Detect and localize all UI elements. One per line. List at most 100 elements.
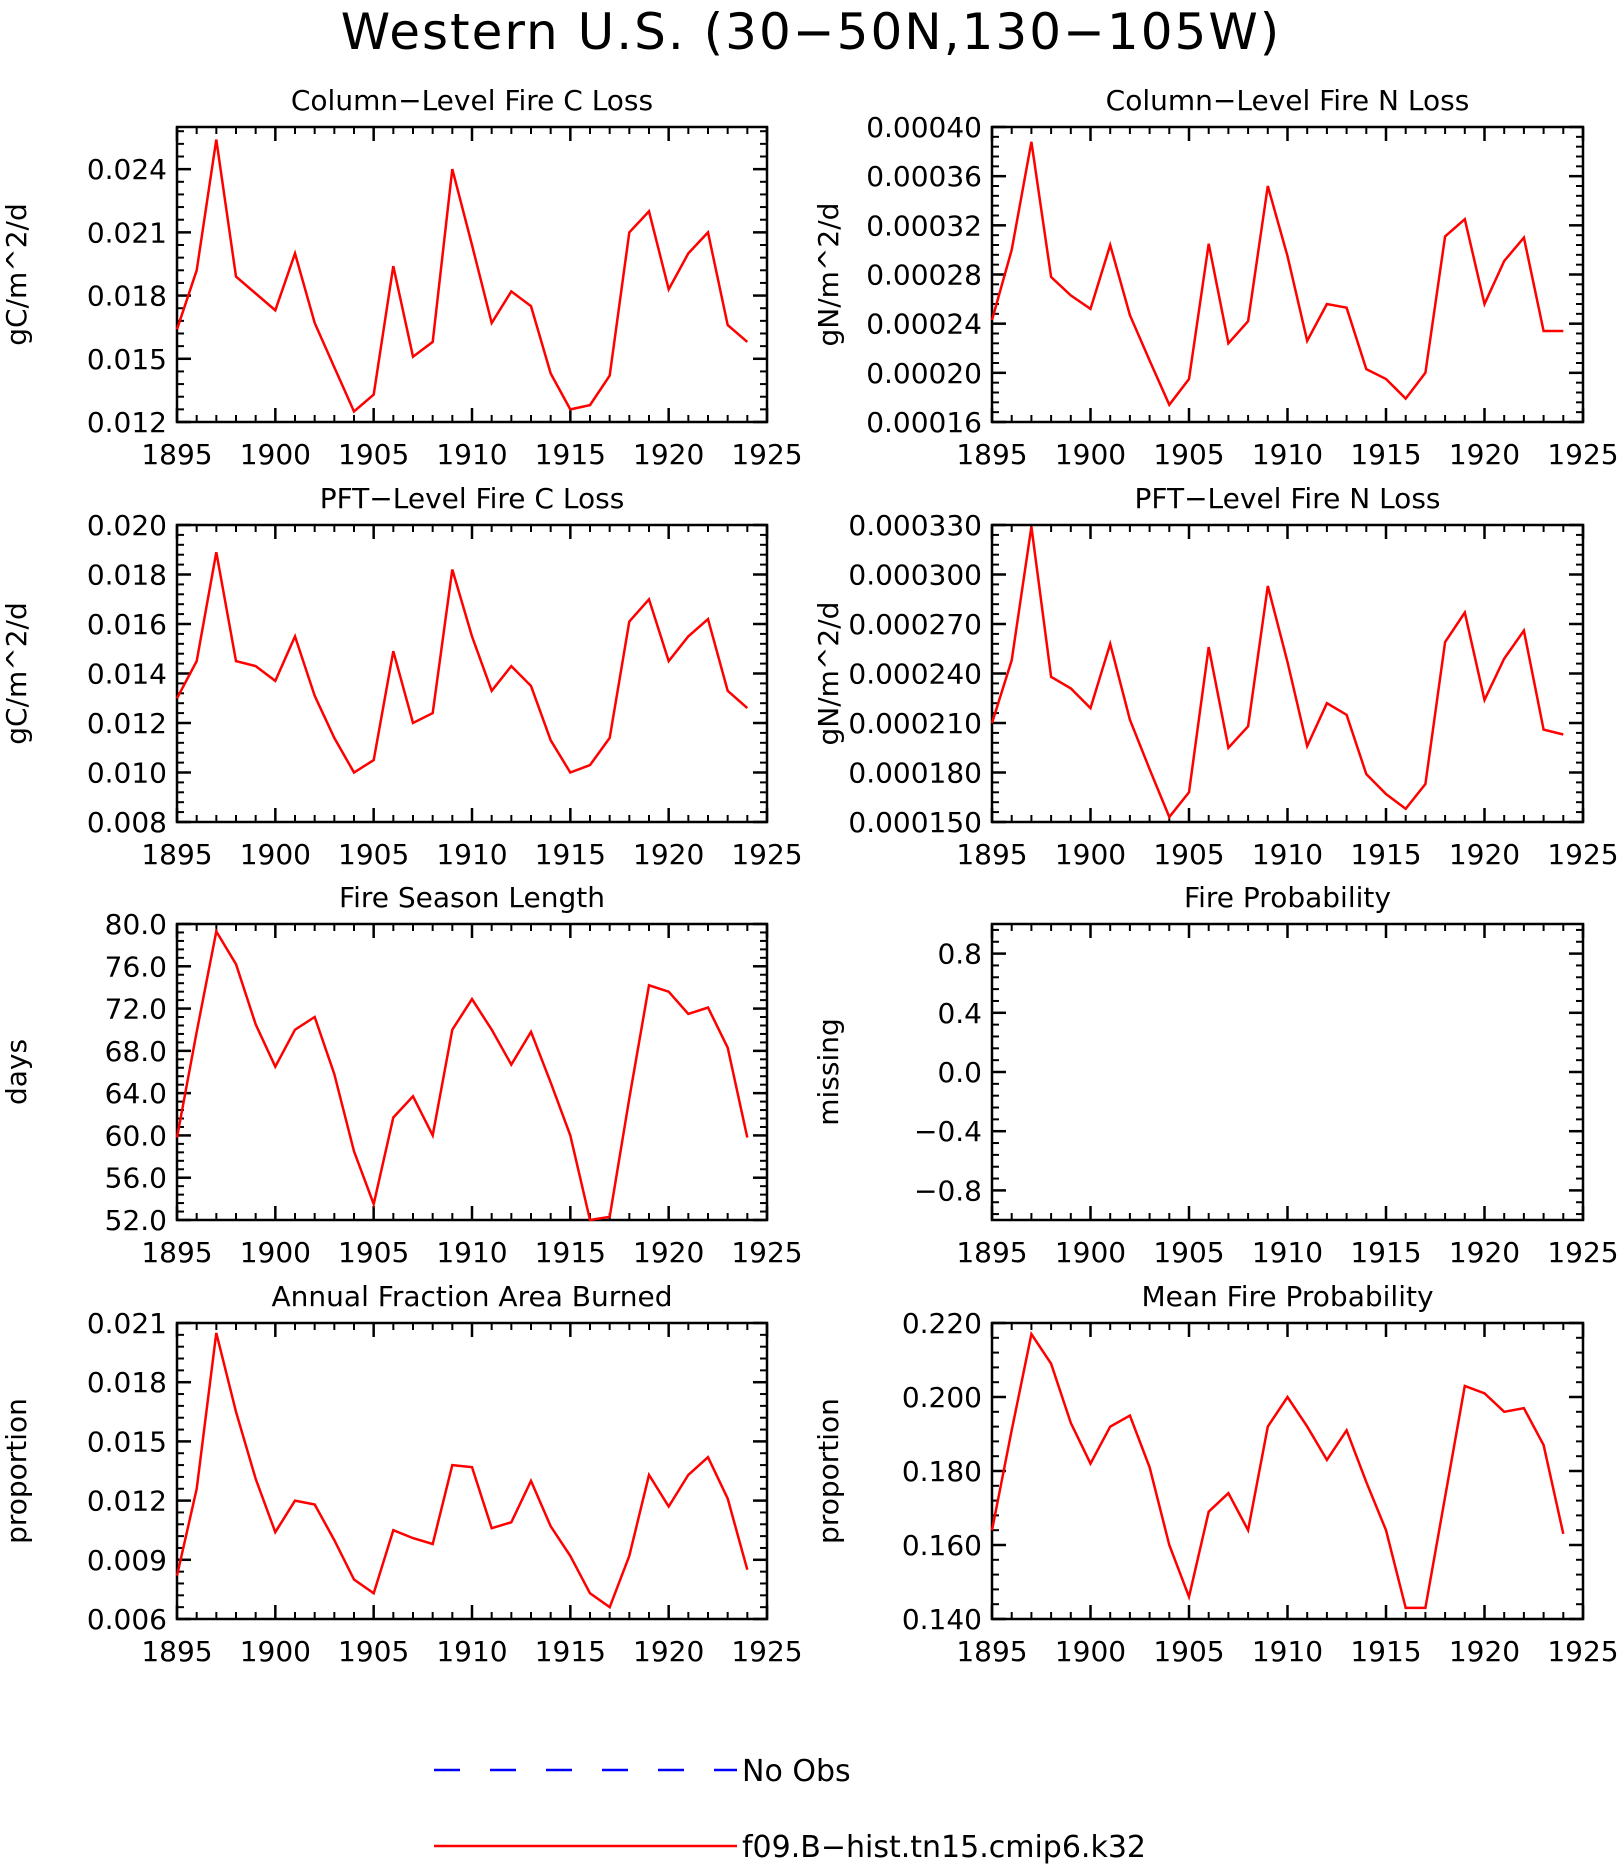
x-tick-label: 1925 bbox=[731, 1236, 802, 1269]
y-tick-label: 0.015 bbox=[87, 343, 167, 376]
y-axis-label: gC/m^2/d bbox=[0, 203, 33, 346]
x-tick-label: 1920 bbox=[633, 438, 704, 471]
y-axis-label: proportion bbox=[0, 1398, 33, 1544]
series-line bbox=[175, 1332, 749, 1610]
panel-title: PFT−Level Fire N Loss bbox=[1134, 482, 1440, 515]
y-tick-label: 0.016 bbox=[87, 608, 167, 641]
panel-title: Column−Level Fire N Loss bbox=[1106, 84, 1470, 117]
x-tick-label: 1895 bbox=[141, 1635, 212, 1668]
y-tick-label: 0.220 bbox=[902, 1307, 982, 1340]
x-tick-label: 1900 bbox=[1055, 1236, 1126, 1269]
x-tick-label: 1920 bbox=[1449, 1236, 1520, 1269]
x-tick-label: 1910 bbox=[436, 838, 507, 871]
y-axis-label: days bbox=[0, 1039, 33, 1105]
panel-fire-season-length: 1895 1900 1905 1910 1915 1920 1925 52.0 56.0 60.0… bbox=[0, 881, 803, 1269]
y-tick-label: 72.0 bbox=[105, 993, 167, 1026]
series-line bbox=[175, 927, 749, 1222]
y-tick-label: −0.8 bbox=[914, 1174, 982, 1207]
y-tick-label: 0.4 bbox=[937, 997, 982, 1030]
x-tick-label: 1895 bbox=[956, 1236, 1027, 1269]
y-tick-label: 0.00024 bbox=[866, 308, 982, 341]
y-tick-label: 0.009 bbox=[87, 1544, 167, 1577]
panel-title: PFT−Level Fire C Loss bbox=[320, 482, 625, 515]
y-tick-label: 0.000330 bbox=[848, 509, 982, 542]
x-tick-label: 1915 bbox=[535, 438, 606, 471]
x-tick-label: 1920 bbox=[633, 1236, 704, 1269]
plot-frame bbox=[990, 1321, 1585, 1621]
panel-column-level-fire-n-loss: 1895 1900 1905 1910 1915 1920 1925 0.00016 0.000… bbox=[812, 84, 1619, 471]
x-tick-label: 1925 bbox=[731, 438, 802, 471]
x-tick-label: 1920 bbox=[633, 838, 704, 871]
x-tick-label: 1895 bbox=[956, 1635, 1027, 1668]
x-tick-label: 1895 bbox=[956, 438, 1027, 471]
y-tick-label: 0.140 bbox=[902, 1603, 982, 1636]
x-tick-label: 1910 bbox=[1252, 438, 1323, 471]
legend-label-no-obs: No Obs bbox=[742, 1754, 851, 1789]
panel-annual-fraction-area-burned: 1895 1900 1905 1910 1915 1920 1925 0.006 0.009 0.… bbox=[0, 1280, 803, 1668]
y-tick-label: 0.021 bbox=[87, 1307, 167, 1340]
legend: No Obs f09.B−hist.tn15.cmip6.k32 bbox=[434, 1754, 1146, 1865]
panel-title: Annual Fraction Area Burned bbox=[272, 1280, 673, 1313]
y-tick-label: 0.00016 bbox=[866, 406, 982, 439]
y-tick-label: 68.0 bbox=[105, 1035, 167, 1068]
x-tick-label: 1900 bbox=[1055, 1635, 1126, 1668]
panel-column-level-fire-c-loss: 1895 1900 1905 1910 1915 1920 1925 0.012 0.015 0.… bbox=[0, 84, 803, 471]
x-tick-label: 1900 bbox=[240, 1236, 311, 1269]
figure-title: Western U.S. (30−50N,130−105W) bbox=[340, 3, 1282, 61]
x-tick-label: 1920 bbox=[633, 1635, 704, 1668]
x-tick-label: 1895 bbox=[141, 838, 212, 871]
y-tick-label: 0.012 bbox=[87, 707, 167, 740]
x-tick-label: 1905 bbox=[338, 438, 409, 471]
x-tick-label: 1915 bbox=[535, 1635, 606, 1668]
x-tick-label: 1915 bbox=[535, 838, 606, 871]
x-tick-label: 1910 bbox=[1252, 838, 1323, 871]
y-tick-label: 0.010 bbox=[87, 757, 167, 790]
series-line bbox=[990, 1330, 1565, 1610]
y-axis-label: gC/m^2/d bbox=[0, 602, 33, 745]
x-tick-label: 1900 bbox=[240, 838, 311, 871]
y-tick-label: 0.000270 bbox=[848, 608, 982, 641]
x-tick-label: 1920 bbox=[1449, 1635, 1520, 1668]
x-tick-label: 1925 bbox=[731, 1635, 802, 1668]
panel-title: Fire Probability bbox=[1184, 881, 1391, 914]
plot-frame bbox=[175, 125, 769, 424]
panel-title: Mean Fire Probability bbox=[1141, 1280, 1433, 1313]
y-tick-label: 64.0 bbox=[105, 1077, 167, 1110]
y-tick-label: 0.018 bbox=[87, 280, 167, 313]
x-tick-label: 1915 bbox=[1350, 838, 1421, 871]
series-line bbox=[990, 141, 1564, 408]
x-tick-label: 1905 bbox=[1153, 838, 1224, 871]
y-tick-label: 52.0 bbox=[105, 1204, 167, 1237]
x-tick-label: 1920 bbox=[1449, 438, 1520, 471]
y-tick-label: 0.00040 bbox=[866, 111, 982, 144]
x-tick-label: 1910 bbox=[436, 1236, 507, 1269]
y-tick-label: 0.008 bbox=[87, 806, 167, 839]
x-tick-label: 1900 bbox=[1055, 438, 1126, 471]
panel-pft-level-fire-c-loss: 1895 1900 1905 1910 1915 1920 1925 0.008 0.010 0.… bbox=[0, 482, 803, 871]
y-tick-label: 60.0 bbox=[105, 1119, 167, 1152]
y-axis-label: gN/m^2/d bbox=[812, 602, 845, 746]
y-tick-label: 0.200 bbox=[902, 1381, 982, 1414]
y-tick-label: 0.014 bbox=[87, 658, 167, 691]
x-tick-label: 1920 bbox=[1449, 838, 1520, 871]
x-tick-label: 1895 bbox=[141, 1236, 212, 1269]
legend-label-model: f09.B−hist.tn15.cmip6.k32 bbox=[742, 1830, 1146, 1865]
y-tick-label: 0.000150 bbox=[848, 806, 982, 839]
y-tick-label: 0.021 bbox=[87, 216, 167, 249]
x-tick-label: 1905 bbox=[338, 1236, 409, 1269]
x-tick-label: 1910 bbox=[436, 438, 507, 471]
y-tick-label: 0.000300 bbox=[848, 559, 982, 592]
x-tick-label: 1905 bbox=[338, 1635, 409, 1668]
panel-pft-level-fire-n-loss: 1895 1900 1905 1910 1915 1920 1925 0.000150 0.00… bbox=[812, 482, 1619, 871]
y-tick-label: 0.180 bbox=[902, 1455, 982, 1488]
series-line bbox=[175, 551, 749, 775]
x-tick-label: 1900 bbox=[1055, 838, 1126, 871]
y-tick-label: 0.015 bbox=[87, 1425, 167, 1458]
x-tick-label: 1895 bbox=[956, 838, 1027, 871]
y-axis-label: proportion bbox=[812, 1398, 845, 1544]
x-tick-label: 1915 bbox=[1350, 1236, 1421, 1269]
y-tick-label: 80.0 bbox=[105, 908, 167, 941]
x-tick-label: 1910 bbox=[1252, 1635, 1323, 1668]
y-tick-label: 0.160 bbox=[902, 1529, 982, 1562]
